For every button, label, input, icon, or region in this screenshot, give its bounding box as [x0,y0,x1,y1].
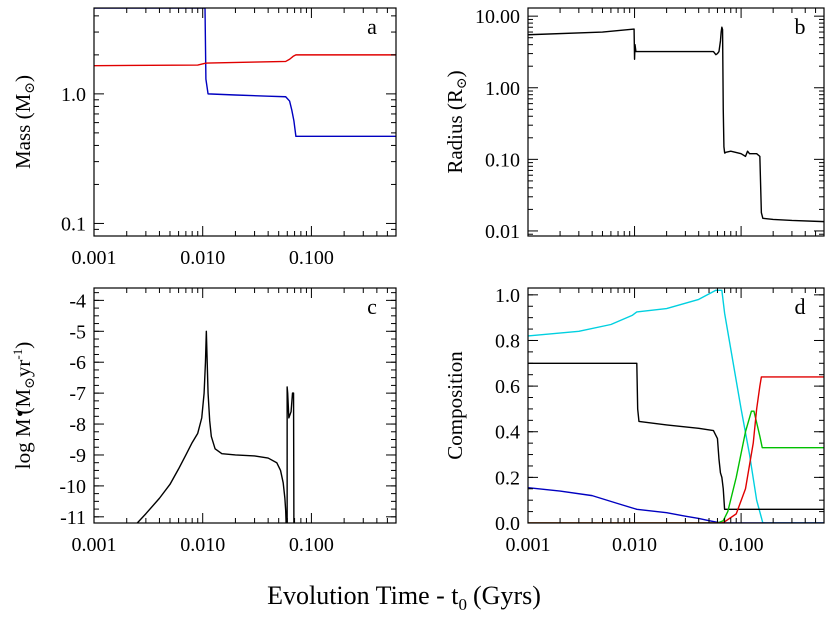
panel-a: 0.001 0.010 0.100 0.1 1.0 a Mass (M⊙) [11,7,397,269]
sun-symbol: ⊙ [23,377,38,389]
series-line-d-4 [528,376,824,523]
y-tick-label: 0.6 [495,376,520,398]
y-label-part: ) [11,75,35,82]
y-axis-label-c: log M (M⊙yr-1) [10,342,38,470]
y-label-part: log [11,437,35,469]
y-tick-label: 0.8 [495,330,520,352]
y-tick-label: -7 [69,383,86,405]
x-axis-label-units: (Gyrs) [473,581,541,610]
y-tick-label: 10.00 [475,6,520,28]
x-tick-label: 0.010 [612,534,657,556]
y-label-superscript: -1 [10,349,25,360]
y-label-part: Radius (R [443,89,467,174]
x-tick-label: 0.001 [72,247,117,269]
x-axis-label-subscript: 0 [459,595,468,614]
y-tick-label: -5 [69,321,86,343]
y-label-part: ) [443,70,467,77]
y-label-part: (M [11,388,35,414]
y-tick-label: -4 [69,290,86,312]
panel-letter-d: d [795,294,806,319]
y-label-part: Mass (M [11,93,35,169]
x-tick-label: 0.010 [180,247,225,269]
series-line-a-0 [94,8,396,138]
y-tick-label: -10 [59,476,86,498]
panel-c: 0.001 0.010 0.100 -11 -10 -9 -8 -7 -6 -5 -4 c log M (… [10,287,397,556]
y-tick-label: 0.2 [495,467,520,489]
panel-letter-c: c [367,294,377,319]
series-line-d-0 [528,289,824,523]
y-label-part: yr [11,360,35,378]
y-axis-label-b: Radius (R⊙) [443,70,470,173]
x-axis-label: Evolution Time - t0 (Gyrs) [267,581,541,614]
y-tick-label: 0.01 [485,221,520,243]
x-tick-label: 0.100 [719,534,764,556]
y-tick-label: 1.00 [485,78,520,100]
y-label-part: ) [11,342,35,349]
y-tick-label: -8 [69,414,86,436]
series-line-a-1 [94,54,396,67]
x-axis-label-main: Evolution Time - t [267,581,459,610]
series-line-d-2 [528,486,824,523]
plot-frame-c [93,287,397,524]
panel-letter-b: b [795,14,806,39]
x-tick-label: 0.001 [72,534,117,556]
plot-frame-b [527,7,825,237]
plot-frame-a [93,7,397,237]
y-tick-label: -11 [60,507,86,529]
series-line-b-0 [528,26,824,223]
plot-frame-d [527,287,825,524]
panel-d: 0.001 0.010 0.100 0.0 0.2 0.4 0.6 0.8 1.0 d Compos… [443,285,825,556]
series-line-d-1 [528,362,824,511]
y-tick-label: 0.4 [495,422,520,444]
panel-b: 0.01 0.10 1.00 10.00 b Radius (R⊙) [443,6,825,243]
sun-symbol: ⊙ [23,82,38,94]
y-axis-label-d: Composition [443,351,467,460]
y-label-mdot: M [11,418,35,437]
sun-symbol: ⊙ [455,77,470,89]
y-label-part: Composition [443,351,467,460]
series-line-d-3 [528,410,824,523]
y-tick-label: 0.1 [61,213,86,235]
mdot-dot [17,411,23,416]
y-tick-label: 0.0 [495,513,520,535]
series-line-c-0 [136,330,295,523]
x-tick-label: 0.010 [180,534,225,556]
y-tick-label: 1.0 [61,84,86,106]
x-tick-label: 0.100 [289,247,334,269]
x-tick-label: 0.001 [506,534,551,556]
y-tick-label: -9 [69,445,86,467]
y-tick-label: 0.10 [485,149,520,171]
y-axis-label-a: Mass (M⊙) [11,75,38,169]
x-tick-label: 0.100 [289,534,334,556]
y-tick-label: -6 [69,352,86,374]
y-tick-label: 1.0 [495,285,520,307]
panel-letter-a: a [367,14,377,39]
